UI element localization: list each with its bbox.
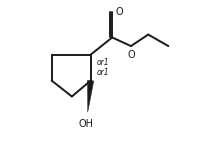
- Polygon shape: [87, 80, 94, 112]
- Text: or1: or1: [96, 68, 109, 77]
- Text: O: O: [116, 6, 123, 17]
- Text: OH: OH: [79, 119, 94, 129]
- Text: or1: or1: [96, 58, 109, 67]
- Text: O: O: [127, 50, 135, 60]
